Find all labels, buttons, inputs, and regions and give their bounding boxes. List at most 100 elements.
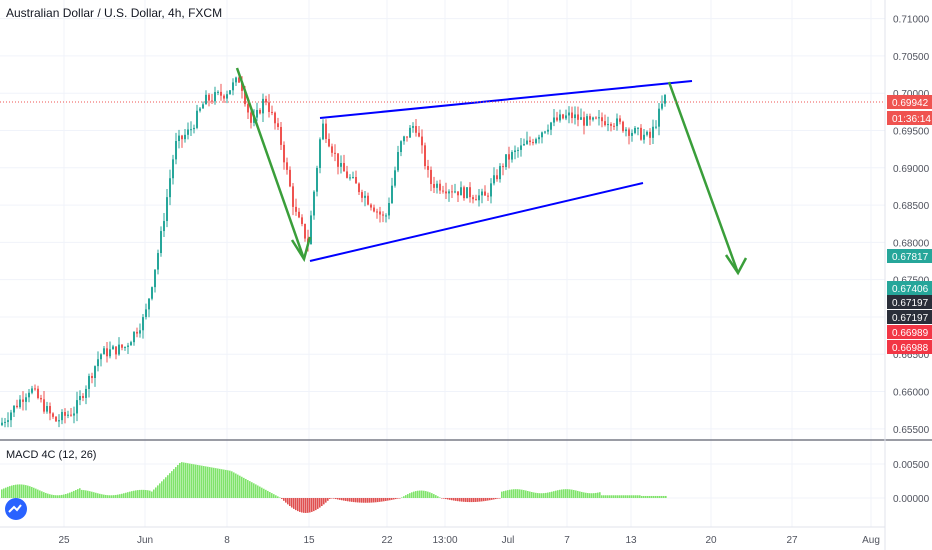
candle bbox=[337, 153, 339, 175]
price-tick: 0.70500 bbox=[893, 52, 930, 63]
macd-bar bbox=[87, 490, 89, 498]
macd-bar bbox=[267, 490, 269, 498]
macd-bar bbox=[65, 493, 67, 498]
macd-bar bbox=[207, 466, 209, 498]
candle bbox=[502, 163, 504, 176]
price-tag: 0.67197 bbox=[887, 310, 932, 324]
svg-text:0.69942: 0.69942 bbox=[892, 98, 929, 109]
tradingview-logo[interactable] bbox=[5, 498, 27, 520]
macd-bar bbox=[343, 498, 345, 501]
trendline-upper[interactable] bbox=[319, 80, 693, 119]
time-tick: Aug bbox=[862, 535, 880, 546]
macd-bar bbox=[453, 498, 455, 501]
macd-bar bbox=[137, 490, 139, 498]
candle bbox=[280, 122, 282, 150]
candle bbox=[415, 119, 417, 137]
macd-bar bbox=[501, 491, 503, 498]
candle bbox=[592, 116, 594, 122]
arrow-down-left[interactable] bbox=[235, 67, 312, 263]
macd-bar bbox=[227, 470, 229, 498]
macd-bar bbox=[127, 492, 129, 498]
macd-bar bbox=[421, 490, 423, 498]
macd-bar bbox=[97, 493, 99, 498]
candle bbox=[460, 181, 462, 196]
macd-bar bbox=[503, 491, 505, 498]
macd-bar bbox=[337, 498, 339, 500]
candle bbox=[172, 154, 174, 185]
macd-bar bbox=[569, 489, 571, 498]
macd-bar bbox=[151, 491, 153, 498]
macd-bar bbox=[381, 498, 383, 502]
macd-bar bbox=[389, 498, 391, 501]
macd-axis[interactable]: 0.00500 0.00000 bbox=[893, 460, 930, 505]
candle bbox=[490, 178, 492, 204]
macd-bar bbox=[563, 489, 565, 498]
macd-bar bbox=[57, 495, 59, 498]
time-tick: Jun bbox=[137, 535, 153, 546]
candle bbox=[151, 286, 153, 301]
macd-bar bbox=[405, 495, 407, 498]
macd-bar bbox=[557, 490, 559, 498]
candle bbox=[76, 391, 78, 422]
trendline-lower[interactable] bbox=[309, 182, 644, 262]
macd-bar bbox=[177, 465, 179, 498]
macd-bar bbox=[655, 495, 657, 498]
macd-bar bbox=[23, 484, 25, 498]
candle bbox=[400, 140, 402, 157]
arrow-down-right[interactable] bbox=[667, 81, 748, 276]
indicator-label[interactable]: MACD 4C (12, 26) bbox=[6, 449, 97, 461]
macd-bar bbox=[293, 498, 295, 509]
macd-bar bbox=[135, 490, 137, 498]
macd-bar bbox=[33, 487, 35, 498]
candle bbox=[73, 406, 75, 424]
candle bbox=[628, 127, 630, 145]
candle bbox=[181, 134, 183, 148]
price-axis[interactable]: 0.71000 0.70500 0.70000 0.69500 0.69000 0.685… bbox=[893, 15, 930, 436]
time-axis[interactable]: 25 Jun 8 15 22 13:00 Jul 7 13 20 27 Aug bbox=[58, 535, 879, 546]
candle bbox=[643, 129, 645, 144]
candle bbox=[634, 125, 636, 135]
macd-bar bbox=[571, 489, 573, 498]
macd-bar bbox=[535, 492, 537, 498]
macd-bar bbox=[653, 495, 655, 498]
macd-bar bbox=[297, 498, 299, 512]
macd-bar bbox=[79, 488, 81, 498]
candle bbox=[118, 337, 120, 356]
macd-bar bbox=[289, 498, 291, 507]
candle bbox=[385, 213, 387, 223]
macd-bar bbox=[637, 495, 639, 498]
macd-bar bbox=[157, 485, 159, 498]
drawings-layer[interactable] bbox=[235, 67, 748, 276]
candle bbox=[496, 169, 498, 182]
candle bbox=[379, 206, 381, 223]
macd-bar bbox=[231, 471, 233, 498]
candle bbox=[610, 122, 612, 132]
macd-bar bbox=[577, 490, 579, 498]
macd-bar bbox=[191, 463, 193, 498]
macd-bar bbox=[443, 498, 445, 499]
macd-bar bbox=[357, 498, 359, 503]
macd-bar bbox=[665, 495, 667, 498]
candle bbox=[625, 127, 627, 137]
macd-bar bbox=[163, 479, 165, 498]
macd-bar bbox=[647, 495, 649, 498]
candle bbox=[601, 112, 603, 128]
macd-bar bbox=[67, 493, 69, 498]
candle bbox=[190, 121, 192, 136]
macd-bar bbox=[103, 494, 105, 498]
candle bbox=[103, 345, 105, 355]
macd-bar bbox=[219, 468, 221, 498]
candle bbox=[421, 129, 423, 154]
candle bbox=[232, 78, 234, 96]
candle bbox=[208, 93, 210, 107]
candle bbox=[235, 76, 237, 87]
macd-bar bbox=[417, 490, 419, 498]
macd-bar bbox=[621, 495, 623, 498]
macd-bar bbox=[45, 492, 47, 498]
chart-grid bbox=[0, 0, 885, 527]
macd-bar bbox=[479, 498, 481, 502]
candle bbox=[334, 144, 336, 162]
macd-bar bbox=[175, 467, 177, 498]
macd-bar bbox=[185, 462, 187, 498]
